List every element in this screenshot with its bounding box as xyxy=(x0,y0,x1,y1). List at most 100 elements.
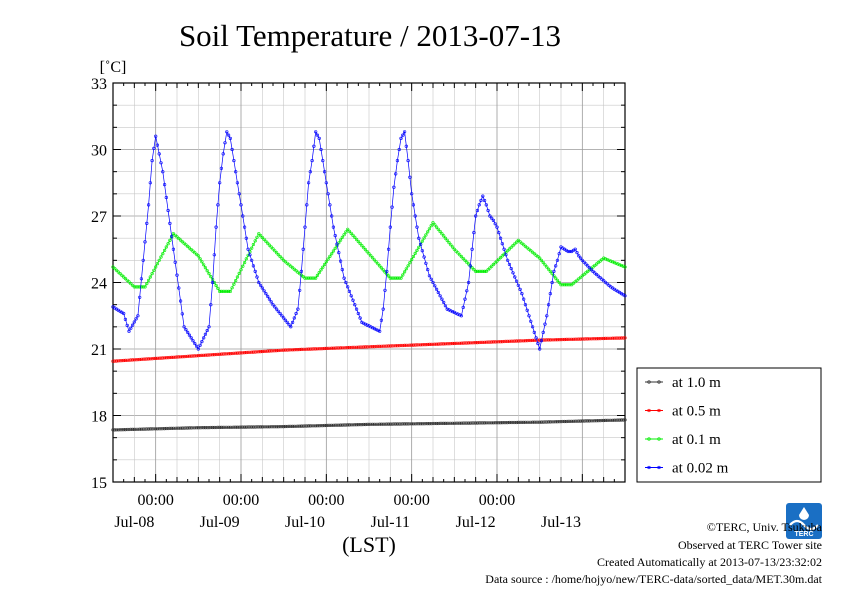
data-point xyxy=(619,336,624,340)
data-point xyxy=(381,268,385,272)
data-point xyxy=(603,257,608,261)
data-point xyxy=(427,227,432,231)
data-point xyxy=(262,425,266,429)
logo-text: TERC xyxy=(794,531,813,538)
data-point xyxy=(116,428,120,432)
data-point xyxy=(337,423,341,427)
data-point xyxy=(474,269,478,274)
data-point xyxy=(564,283,568,287)
data-point xyxy=(621,336,625,340)
data-point xyxy=(623,336,627,340)
data-point xyxy=(232,282,236,286)
data-point xyxy=(584,337,588,341)
data-point xyxy=(598,276,602,280)
data-point xyxy=(166,426,170,431)
data-point xyxy=(468,341,472,345)
data-point xyxy=(347,229,352,233)
data-point xyxy=(248,425,252,429)
chart-title: Soil Temperature / 2013-07-13 xyxy=(179,18,561,53)
data-point xyxy=(310,276,314,280)
data-point xyxy=(451,310,455,314)
data-point xyxy=(136,314,140,318)
data-point xyxy=(566,283,570,287)
data-point xyxy=(404,343,408,347)
data-point xyxy=(372,327,376,331)
x-axis-label: (LST) xyxy=(342,532,396,557)
data-point xyxy=(440,421,444,426)
data-point xyxy=(543,420,547,424)
data-point xyxy=(347,345,352,350)
data-point xyxy=(312,276,316,280)
data-point xyxy=(436,290,440,295)
data-point xyxy=(271,303,275,307)
data-point xyxy=(623,294,627,298)
x-tick-time-label: 00:00 xyxy=(137,492,173,509)
data-point xyxy=(339,259,343,263)
data-point xyxy=(429,224,433,228)
data-point xyxy=(562,337,567,342)
data-point xyxy=(342,346,346,350)
data-point xyxy=(534,336,538,340)
data-point xyxy=(239,425,243,429)
data-point xyxy=(422,343,426,347)
data-point xyxy=(266,425,270,429)
data-point xyxy=(507,262,512,267)
data-point xyxy=(578,256,583,260)
data-point xyxy=(365,422,369,427)
data-point xyxy=(618,336,622,340)
data-point xyxy=(136,358,140,362)
data-point xyxy=(502,339,506,344)
data-point xyxy=(449,421,453,425)
data-point xyxy=(566,337,570,342)
data-point xyxy=(538,338,542,342)
data-point xyxy=(214,283,218,288)
data-point xyxy=(157,427,161,431)
data-point xyxy=(468,264,472,268)
data-point xyxy=(589,268,593,272)
data-point xyxy=(440,232,444,236)
data-point xyxy=(555,278,560,282)
data-point xyxy=(340,268,344,272)
data-point xyxy=(296,307,300,311)
data-point xyxy=(491,218,496,222)
data-point xyxy=(116,270,120,274)
data-point xyxy=(196,347,200,351)
data-point xyxy=(516,420,520,425)
data-point xyxy=(541,330,545,335)
data-point xyxy=(566,249,570,254)
data-point xyxy=(621,418,625,422)
data-point xyxy=(148,181,152,185)
data-point xyxy=(609,259,613,263)
data-point xyxy=(365,323,369,327)
data-point xyxy=(148,275,152,279)
data-point xyxy=(333,234,337,238)
data-point xyxy=(111,428,115,432)
logo-drop xyxy=(799,507,809,520)
data-point xyxy=(390,205,394,209)
data-point xyxy=(378,344,382,349)
data-point xyxy=(404,267,408,271)
data-point xyxy=(189,426,193,430)
data-point xyxy=(447,241,451,245)
x-tick-date-label: Jul-12 xyxy=(456,514,496,531)
data-point xyxy=(228,289,232,294)
data-point xyxy=(184,426,188,430)
data-point xyxy=(449,243,453,247)
data-point xyxy=(474,421,478,425)
data-point xyxy=(467,262,471,266)
data-point xyxy=(157,258,161,262)
data-point xyxy=(461,305,465,310)
data-point xyxy=(317,136,321,140)
data-point xyxy=(223,141,227,145)
data-point xyxy=(598,337,602,341)
data-point xyxy=(575,251,579,255)
legend-box xyxy=(636,367,822,483)
data-point xyxy=(225,130,229,134)
data-point xyxy=(198,426,202,430)
data-point xyxy=(294,348,298,352)
data-point xyxy=(467,341,471,345)
data-point xyxy=(273,305,277,309)
data-point xyxy=(548,269,552,274)
data-point xyxy=(235,275,239,279)
data-point xyxy=(530,325,535,329)
